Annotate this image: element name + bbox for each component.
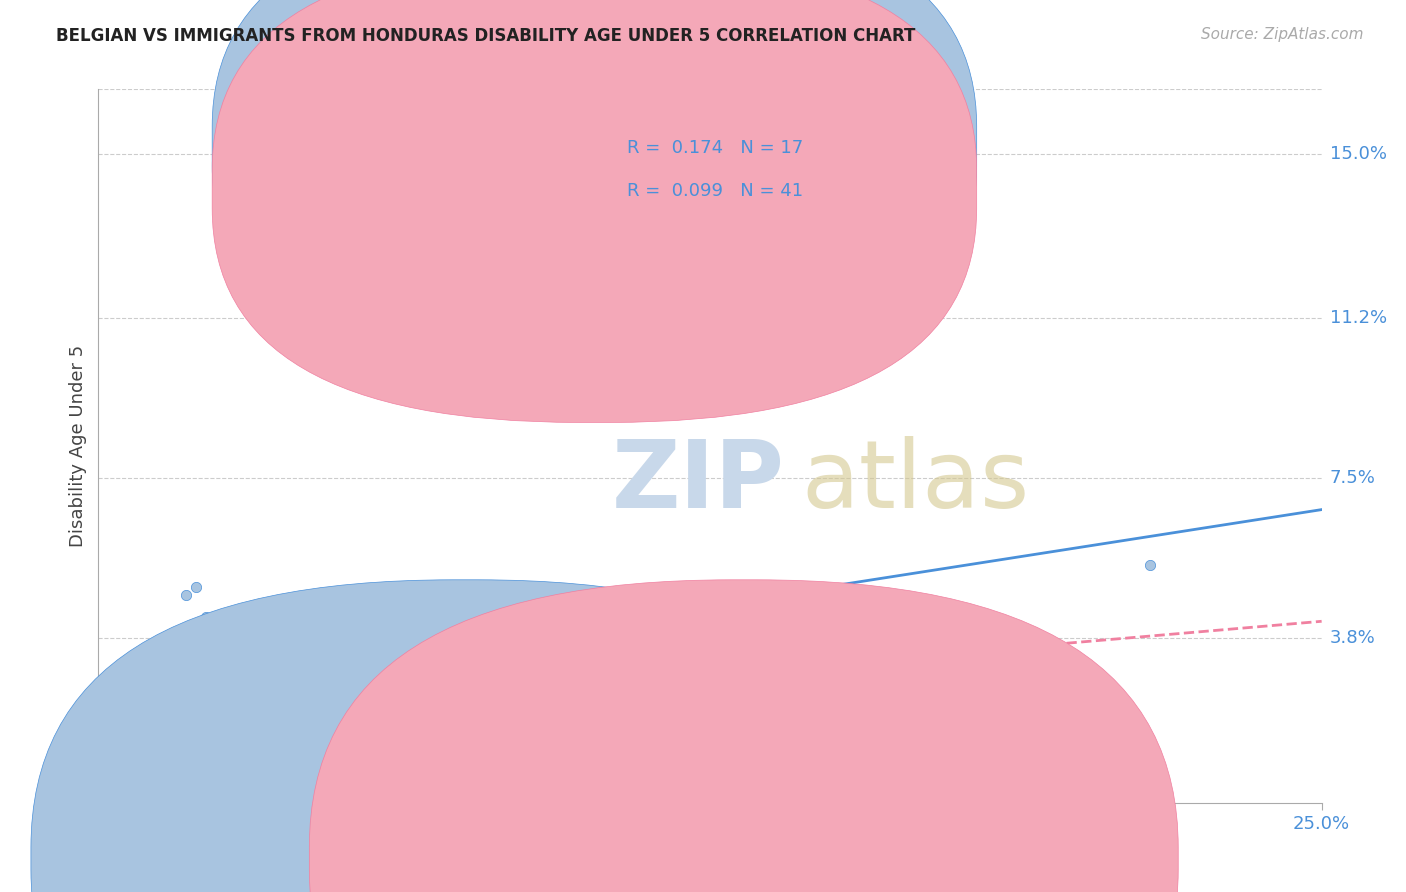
Point xyxy=(943,761,966,775)
Point xyxy=(121,744,143,758)
Point xyxy=(97,753,120,767)
Point xyxy=(233,718,256,732)
Y-axis label: Disability Age Under 5: Disability Age Under 5 xyxy=(69,345,87,547)
Point xyxy=(166,657,188,672)
Point xyxy=(224,674,246,689)
Point xyxy=(195,692,218,706)
Point xyxy=(356,666,378,681)
Point xyxy=(381,674,404,689)
Text: Belgians: Belgians xyxy=(489,849,567,868)
Point xyxy=(283,700,305,714)
Point xyxy=(141,726,163,740)
Text: R =  0.099   N = 41: R = 0.099 N = 41 xyxy=(627,182,803,200)
Point xyxy=(186,580,208,594)
Point xyxy=(176,588,198,602)
Point xyxy=(356,601,378,615)
Point xyxy=(166,709,188,723)
Point xyxy=(101,748,124,763)
Point xyxy=(243,709,266,723)
Point xyxy=(127,739,149,754)
Text: ZIP: ZIP xyxy=(612,435,785,528)
Text: BELGIAN VS IMMIGRANTS FROM HONDURAS DISABILITY AGE UNDER 5 CORRELATION CHART: BELGIAN VS IMMIGRANTS FROM HONDURAS DISA… xyxy=(56,27,915,45)
Point xyxy=(723,644,745,658)
Point xyxy=(131,748,153,763)
Text: 7.5%: 7.5% xyxy=(1330,469,1376,487)
Point xyxy=(121,744,143,758)
Point xyxy=(195,610,218,624)
Point xyxy=(308,688,330,702)
Text: Immigrants from Honduras: Immigrants from Honduras xyxy=(768,849,1011,868)
Point xyxy=(150,666,173,681)
FancyBboxPatch shape xyxy=(212,0,977,380)
Text: atlas: atlas xyxy=(801,435,1031,528)
Text: R =  0.174   N = 17: R = 0.174 N = 17 xyxy=(627,139,803,157)
Point xyxy=(127,739,149,754)
Point xyxy=(150,714,173,728)
Point xyxy=(190,700,212,714)
Point xyxy=(503,311,526,326)
Text: 11.2%: 11.2% xyxy=(1330,310,1388,327)
Point xyxy=(146,731,169,745)
Point xyxy=(205,688,228,702)
Point xyxy=(136,735,159,749)
Point xyxy=(146,705,169,719)
Point xyxy=(131,731,153,745)
Text: 15.0%: 15.0% xyxy=(1330,145,1386,163)
Point xyxy=(156,726,179,740)
Point xyxy=(405,662,427,676)
Point xyxy=(186,696,208,710)
Point xyxy=(107,753,129,767)
Point xyxy=(107,744,129,758)
Point xyxy=(111,744,134,758)
FancyBboxPatch shape xyxy=(557,114,863,221)
Point xyxy=(200,683,222,698)
Text: 3.8%: 3.8% xyxy=(1330,630,1375,648)
FancyBboxPatch shape xyxy=(212,0,977,423)
Point xyxy=(111,748,134,763)
Point xyxy=(845,700,868,714)
Point xyxy=(91,756,114,771)
Point xyxy=(156,696,179,710)
Point xyxy=(332,696,354,710)
Point xyxy=(117,739,139,754)
Point xyxy=(141,726,163,740)
Point xyxy=(180,705,202,719)
Point xyxy=(259,705,281,719)
Point xyxy=(160,731,183,745)
Point xyxy=(1115,705,1137,719)
Text: Source: ZipAtlas.com: Source: ZipAtlas.com xyxy=(1201,27,1364,42)
Point xyxy=(176,700,198,714)
Point xyxy=(1139,558,1161,572)
Point xyxy=(121,735,143,749)
Point xyxy=(170,705,193,719)
Point xyxy=(136,735,159,749)
Point xyxy=(209,644,232,658)
Point xyxy=(1017,623,1039,637)
